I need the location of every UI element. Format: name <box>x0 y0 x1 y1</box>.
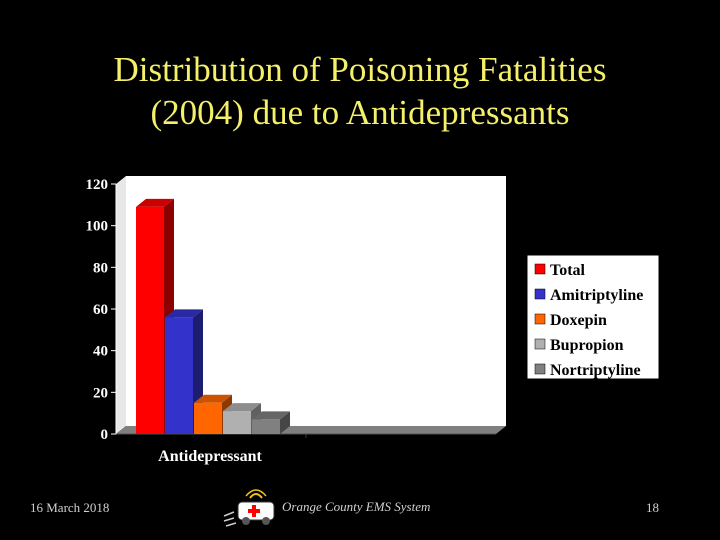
legend-label: Total <box>550 262 586 279</box>
x-axis-label: Antidepressant <box>158 448 262 465</box>
bar-top <box>136 198 174 207</box>
legend-swatch <box>534 363 546 375</box>
bar-front <box>136 206 164 434</box>
y-tick-label: 20 <box>93 385 108 401</box>
bar-top <box>165 309 203 318</box>
legend-swatch <box>534 288 546 300</box>
legend-swatch <box>534 263 546 275</box>
slide-title-line2: (2004) due to Antidepressants <box>150 93 570 132</box>
legend-label: Nortriptyline <box>550 362 641 379</box>
bar-top <box>194 394 232 403</box>
legend-label: Amitriptyline <box>550 287 643 304</box>
bar-side <box>280 411 290 434</box>
bar-front <box>223 411 251 434</box>
y-tick-label: 0 <box>101 427 109 443</box>
legend-box <box>526 254 660 380</box>
bar-top <box>223 403 261 412</box>
bar-nortriptyline <box>252 411 290 434</box>
y-tick-label: 40 <box>93 344 108 360</box>
footer-page-number: 18 <box>646 500 659 515</box>
ambulance-icon <box>222 488 280 533</box>
bar-front <box>252 419 280 434</box>
y-tick-label: 120 <box>86 177 109 193</box>
slide-title-line1: Distribution of Poisoning Fatalities <box>113 50 607 89</box>
plot-side-wall <box>116 176 126 434</box>
y-tick-label: 100 <box>86 219 109 235</box>
footer-organization: Orange County EMS System <box>282 499 431 514</box>
bar-bupropion <box>223 403 261 434</box>
bar-front <box>165 317 193 434</box>
legend-swatch <box>534 338 546 350</box>
footer-date: 16 March 2018 <box>30 500 110 515</box>
legend: Total Amitriptyline Doxepin Bupropion Nortri… <box>526 254 660 380</box>
legend-label: Doxepin <box>550 312 607 329</box>
legend-label: Bupropion <box>550 337 624 354</box>
bar-front <box>194 402 222 434</box>
y-tick-label: 80 <box>93 260 108 276</box>
legend-swatch <box>534 313 546 325</box>
axis-labels: 0 20 40 60 80 100 120 Antidepressant <box>86 177 263 465</box>
bars <box>136 198 290 434</box>
y-tick-label: 60 <box>93 302 108 318</box>
bar-top <box>252 411 290 420</box>
slide-title: Distribution of Poisoning Fatalities (20… <box>0 48 720 134</box>
